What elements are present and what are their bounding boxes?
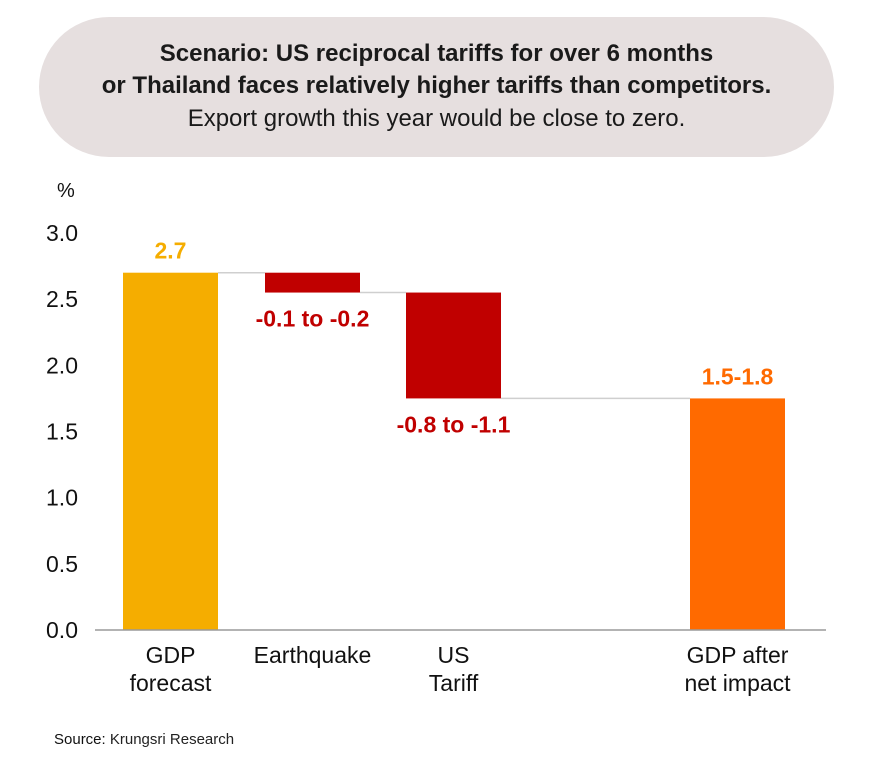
- y-tick-label: 1.0: [46, 485, 78, 511]
- source-label: Source:: [54, 731, 106, 748]
- data-label: 2.7: [155, 238, 187, 264]
- source-text: Krungsri Research: [110, 731, 234, 748]
- y-tick-label: 1.5: [46, 419, 78, 445]
- bar: [406, 293, 501, 399]
- x-tick-label: GDP after: [687, 642, 789, 668]
- y-tick-label: 0.5: [46, 551, 78, 577]
- data-label: -0.1 to -0.2: [256, 306, 370, 332]
- bar: [123, 273, 218, 630]
- x-tick-label: Earthquake: [254, 642, 372, 668]
- y-tick-label: 2.0: [46, 352, 78, 378]
- y-axis-label: %: [57, 180, 75, 202]
- x-tick-label: Tariff: [429, 670, 479, 696]
- y-tick-label: 2.5: [46, 286, 78, 312]
- x-tick-label: net impact: [684, 670, 791, 696]
- bar: [690, 398, 785, 630]
- data-label: 1.5-1.8: [702, 363, 774, 389]
- x-tick-label: GDP: [146, 642, 196, 668]
- data-label: -0.8 to -1.1: [397, 411, 511, 437]
- source-note: Source: Krungsri Research: [54, 731, 234, 748]
- y-tick-label: 3.0: [46, 220, 78, 246]
- waterfall-chart: % 0.0 0.5 1.0 1.5 2.0 2.5 3.0 2.7 GDPforecast -0.1…: [0, 0, 870, 762]
- y-tick-label: 0.0: [46, 617, 78, 643]
- x-tick-label: forecast: [130, 670, 212, 696]
- bar: [265, 273, 360, 293]
- x-tick-label: US: [438, 642, 470, 668]
